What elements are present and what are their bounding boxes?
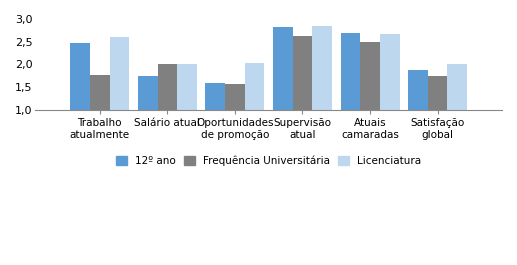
- Bar: [312, 26, 332, 110]
- Bar: [158, 64, 177, 110]
- Legend: 12º ano, Frequência Universitária, Licenciatura: 12º ano, Frequência Universitária, Licen…: [112, 152, 425, 170]
- Bar: [245, 63, 264, 110]
- Bar: [380, 34, 400, 110]
- Bar: [110, 37, 129, 110]
- Bar: [448, 64, 467, 110]
- Bar: [70, 43, 90, 110]
- Bar: [273, 27, 293, 110]
- Bar: [293, 36, 312, 110]
- Bar: [360, 42, 380, 110]
- Bar: [428, 76, 448, 110]
- Bar: [341, 33, 360, 110]
- Bar: [205, 83, 225, 110]
- Bar: [225, 84, 245, 110]
- Bar: [138, 76, 158, 110]
- Bar: [90, 75, 110, 110]
- Bar: [177, 64, 197, 110]
- Bar: [408, 70, 428, 110]
